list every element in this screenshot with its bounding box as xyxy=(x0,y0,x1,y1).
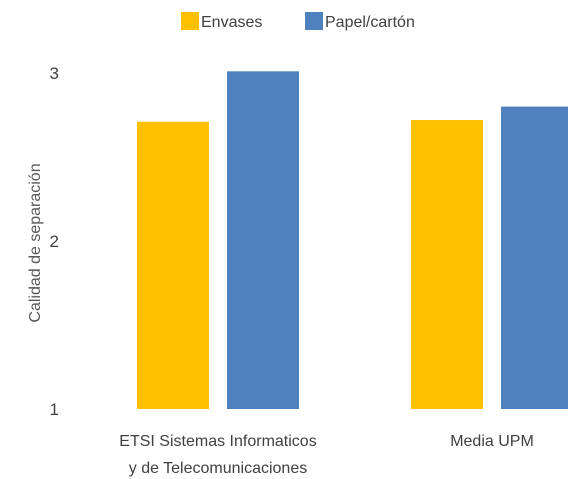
bar-papel-cart-n-1 xyxy=(501,106,568,409)
legend-label: Envases xyxy=(201,14,262,31)
category-label: y de Telecomunicaciones xyxy=(129,460,307,477)
bar-envases-1 xyxy=(411,120,483,409)
y-axis-title: Calidad de separación xyxy=(27,163,44,322)
y-tick-label: 3 xyxy=(50,64,59,83)
x-axis-categories: ETSI Sistemas Informaticos y de Telecomun… xyxy=(119,433,533,477)
y-tick-label: 2 xyxy=(50,232,59,251)
legend-swatch xyxy=(305,12,323,30)
bars xyxy=(137,71,568,409)
y-tick-label: 1 xyxy=(50,400,59,419)
bar-envases-0 xyxy=(137,121,209,409)
bar-papel-cart-n-0 xyxy=(227,71,299,409)
legend-label: Papel/cartón xyxy=(325,14,415,31)
y-axis-ticks: 1 2 3 xyxy=(50,64,59,419)
category-label: Media UPM xyxy=(450,433,534,450)
legend: Envases Papel/cartón xyxy=(181,12,415,31)
category-label: ETSI Sistemas Informaticos xyxy=(119,433,316,450)
legend-swatch xyxy=(181,12,199,30)
